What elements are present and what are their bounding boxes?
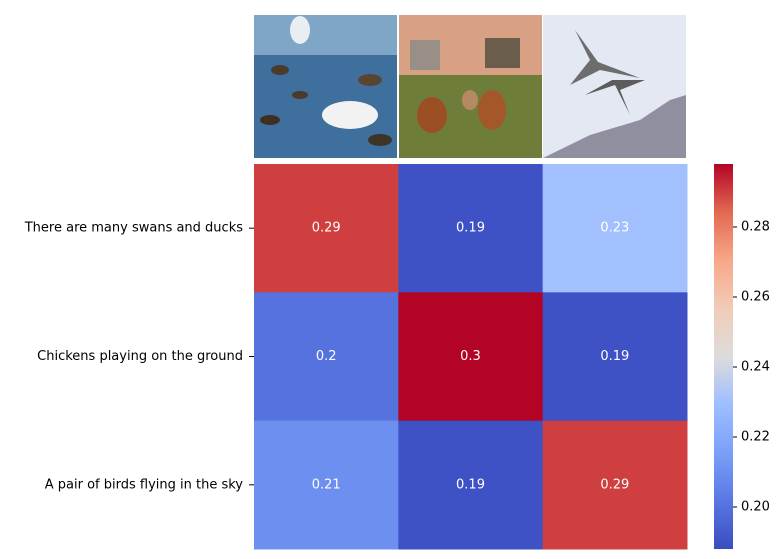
colorbar-gradient xyxy=(714,164,733,549)
cell-label: 0.19 xyxy=(456,221,485,236)
row-label: Chickens playing on the ground xyxy=(37,349,243,364)
cell-label: 0.3 xyxy=(460,349,481,364)
cell-label: 0.2 xyxy=(316,349,337,364)
heatmap-cell xyxy=(398,164,544,293)
heatmap-cell xyxy=(398,292,544,422)
cell-label: 0.19 xyxy=(456,477,485,492)
heatmap-cell xyxy=(542,164,688,293)
heatmap-cell xyxy=(254,164,399,293)
cell-label: 0.19 xyxy=(600,349,629,364)
cell-label: 0.29 xyxy=(600,477,629,492)
cell-label: 0.23 xyxy=(600,221,629,236)
image-chickens xyxy=(399,15,542,158)
colorbar: 0.20 0.22 0.24 0.26 0.28 xyxy=(714,164,770,549)
heatmap-cell xyxy=(254,292,399,422)
colorbar-tick-label: 0.22 xyxy=(741,430,770,445)
colorbar-tick-label: 0.20 xyxy=(741,500,770,515)
image-cranes xyxy=(543,15,686,158)
row-label: A pair of birds flying in the sky xyxy=(45,477,244,492)
row-label: There are many swans and ducks xyxy=(24,221,243,236)
cell-label: 0.21 xyxy=(312,477,341,492)
cell-label: 0.29 xyxy=(312,221,341,236)
colorbar-tick-label: 0.28 xyxy=(741,220,770,235)
heatmap: 0.29 0.19 0.23 0.2 0.3 0.19 0.21 0.19 0.29 xyxy=(254,164,688,550)
heatmap-cell xyxy=(254,420,399,550)
colorbar-tick-label: 0.26 xyxy=(741,290,770,305)
image-swans xyxy=(254,15,397,158)
heatmap-cell xyxy=(542,292,688,422)
heatmap-cell xyxy=(542,420,688,550)
colorbar-tick-label: 0.24 xyxy=(741,360,770,375)
heatmap-cell xyxy=(398,420,544,550)
